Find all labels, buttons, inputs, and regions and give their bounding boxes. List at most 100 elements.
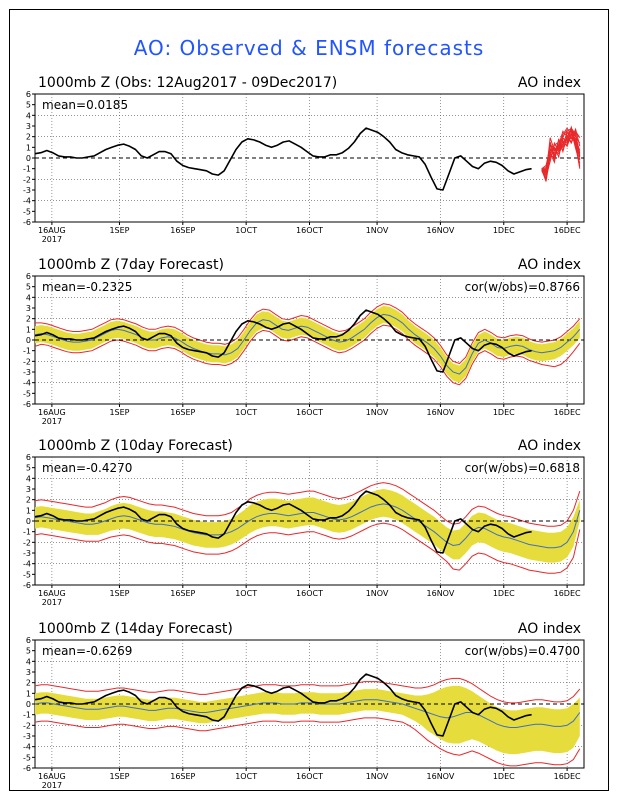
ensemble-spread-band [35, 305, 580, 383]
panel-observed: 1000mb Z (Obs: 12Aug2017 - 09Dec2017) AO… [23, 75, 585, 244]
y-tick-label: -5 [23, 753, 31, 762]
x-tick-label: 16NOV [427, 772, 455, 781]
y-tick-label: -1 [23, 347, 31, 356]
y-tick-label: -5 [23, 570, 31, 579]
mean-label: mean=-0.2325 [42, 280, 132, 294]
index-label: AO index [518, 75, 581, 91]
y-tick-label: 2 [26, 315, 31, 324]
forecast-member-line [541, 132, 581, 170]
cor-label: cor(w/obs)=0.8766 [465, 280, 580, 294]
y-tick-label: 2 [26, 133, 31, 142]
x-tick-label: 1NOV [366, 408, 389, 417]
panel-7day-forecast: 1000mb Z (7day Forecast) AO index mean=-… [23, 257, 585, 426]
panel-title: 1000mb Z (14day Forecast) [38, 621, 233, 637]
y-tick-label: -6 [23, 400, 31, 409]
y-tick-label: 0 [26, 517, 31, 526]
y-tick-label: 3 [26, 122, 31, 131]
y-tick-label: -2 [23, 357, 31, 366]
ensemble-mean-line [34, 699, 581, 728]
y-tick-label: -4 [23, 379, 31, 388]
x-tick-label: 16SEP [170, 772, 195, 781]
observed-line [34, 127, 532, 191]
x-tick-label: 16DEC [554, 589, 581, 598]
x-tick-label: 16SEP [170, 226, 195, 235]
y-tick-label: 1 [26, 325, 31, 334]
y-tick-label: 3 [26, 485, 31, 494]
y-tick-label: -1 [23, 165, 31, 174]
x-tick-label: 1SEP [109, 589, 129, 598]
x-tick-label: 16NOV [427, 589, 455, 598]
y-tick-label: 3 [26, 304, 31, 313]
x-tick-label: 1OCT [235, 772, 257, 781]
x-tick-label: 16DEC [554, 772, 581, 781]
observed-line [34, 490, 532, 554]
y-tick-label: 6 [26, 272, 31, 281]
x-tick-label: 16NOV [427, 226, 455, 235]
y-tick-label: 4 [26, 657, 31, 666]
y-tick-label: 5 [26, 464, 31, 473]
y-tick-label: 6 [26, 90, 31, 99]
members-upper-line [35, 303, 581, 365]
ensemble-spread-band [35, 685, 580, 755]
y-tick-label: 1 [26, 143, 31, 152]
cor-label: cor(w/obs)=0.6818 [465, 461, 580, 475]
members-upper-line [34, 482, 581, 527]
x-tick-label: 16NOV [427, 408, 455, 417]
x-tick-label: 16SEP [170, 589, 195, 598]
x-tick-label: 1DEC [493, 408, 515, 417]
observed-line [34, 309, 532, 373]
y-tick-label: -2 [23, 721, 31, 730]
y-tick-label: -3 [23, 549, 31, 558]
x-tick-label: 1OCT [235, 226, 257, 235]
members-lower-line [34, 717, 581, 767]
x-tick-label: 16DEC [554, 408, 581, 417]
y-tick-label: -4 [23, 560, 31, 569]
x-year-label: 2017 [42, 235, 62, 244]
y-tick-label: 4 [26, 293, 31, 302]
panel-title: 1000mb Z (10day Forecast) [38, 438, 233, 454]
ensemble-mean-line [34, 313, 581, 375]
x-tick-label: 16AUG [38, 772, 66, 781]
y-tick-label: 0 [26, 700, 31, 709]
x-tick-label: 1SEP [109, 226, 129, 235]
x-tick-label: 1DEC [493, 226, 515, 235]
x-tick-label: 1DEC [493, 772, 515, 781]
y-tick-label: 1 [26, 506, 31, 515]
x-tick-label: 16OCT [296, 226, 323, 235]
x-tick-label: 16AUG [38, 408, 66, 417]
observed-line [34, 673, 532, 737]
y-tick-label: -6 [23, 218, 31, 227]
x-tick-label: 16OCT [296, 408, 323, 417]
y-tick-label: 4 [26, 111, 31, 120]
x-tick-label: 1OCT [235, 589, 257, 598]
panel-title: 1000mb Z (7day Forecast) [38, 257, 224, 273]
mean-label: mean=0.0185 [42, 98, 128, 112]
x-tick-label: 16OCT [296, 589, 323, 598]
y-tick-label: -2 [23, 538, 31, 547]
x-year-label: 2017 [42, 417, 62, 426]
x-tick-label: 1SEP [109, 408, 129, 417]
panel-10day-forecast: 1000mb Z (10day Forecast) AO index mean=… [23, 438, 585, 607]
x-year-label: 2017 [42, 598, 62, 607]
members-upper-line [34, 677, 581, 704]
y-tick-label: -2 [23, 175, 31, 184]
y-tick-label: 5 [26, 283, 31, 292]
x-tick-label: 16DEC [554, 226, 581, 235]
x-tick-label: 1NOV [366, 772, 389, 781]
y-tick-label: 0 [26, 336, 31, 345]
y-tick-label: -4 [23, 743, 31, 752]
x-tick-label: 1NOV [366, 226, 389, 235]
panel-14day-forecast: 1000mb Z (14day Forecast) AO index mean=… [23, 621, 585, 790]
index-label: AO index [518, 438, 581, 454]
y-tick-label: 1 [26, 689, 31, 698]
y-tick-label: -6 [23, 581, 31, 590]
y-tick-label: -3 [23, 732, 31, 741]
members-lower-line [34, 324, 581, 386]
x-tick-label: 1NOV [366, 589, 389, 598]
figure-title: AO: Observed & ENSM forecasts [133, 36, 485, 60]
panel-title: 1000mb Z (Obs: 12Aug2017 - 09Dec2017) [38, 75, 337, 91]
x-tick-label: 16SEP [170, 408, 195, 417]
mean-label: mean=-0.6269 [42, 644, 132, 658]
members-lower-line [34, 522, 581, 574]
y-tick-label: 6 [26, 636, 31, 645]
